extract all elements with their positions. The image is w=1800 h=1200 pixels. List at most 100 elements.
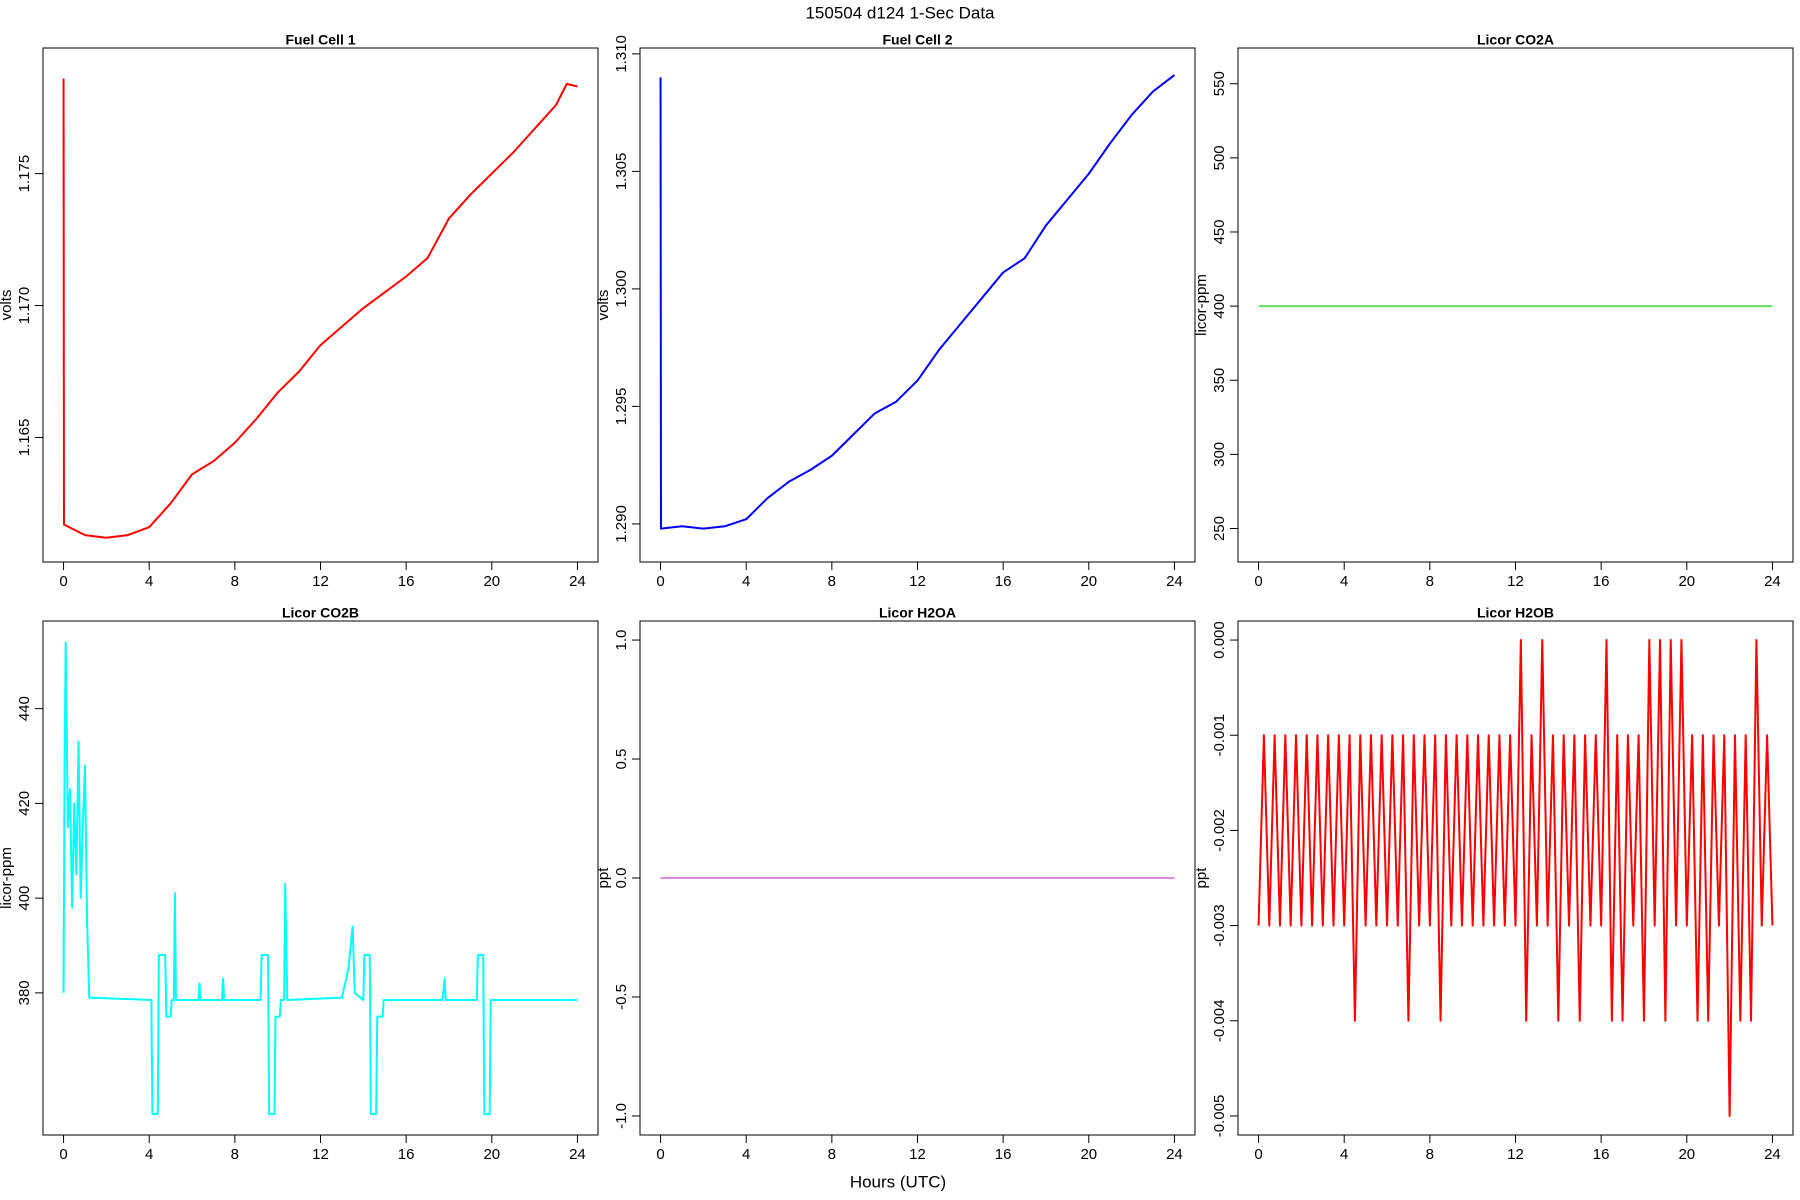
y-tick-label: 500	[1211, 145, 1228, 170]
y-tick-label: 0.000	[1211, 621, 1228, 659]
x-tick-label: 20	[1678, 1146, 1695, 1163]
y-tick-label: 1.310	[613, 35, 630, 73]
x-tick-label: 20	[483, 1146, 500, 1163]
y-tick-label: 420	[16, 791, 33, 816]
panel: Licor CO2A licor-ppm 0 4 8 12 16 20 24 250 300 350 4…	[1193, 32, 1794, 590]
y-axis-label: ppt	[1193, 867, 1210, 889]
x-tick-label: 16	[398, 1146, 415, 1163]
x-tick-label: 16	[995, 573, 1012, 590]
y-axis-label: licor-ppm	[1193, 274, 1210, 336]
data-line	[659, 74, 1176, 530]
x-tick-label: 4	[1340, 1146, 1348, 1163]
x-tick-label: 20	[1678, 573, 1695, 590]
x-tick-label: 0	[59, 573, 67, 590]
x-tick-label: 24	[569, 1146, 586, 1163]
x-tick-label: 8	[231, 573, 239, 590]
y-tick-label: 1.295	[613, 388, 630, 426]
y-tick-label: 550	[1211, 71, 1228, 96]
x-tick-label: 20	[1080, 1146, 1097, 1163]
panel: Licor CO2B licor-ppm 0 4 8 12 16 20 24 380 400 420 4…	[0, 605, 599, 1163]
x-tick-label: 16	[1593, 1146, 1610, 1163]
x-tick-label: 8	[828, 573, 836, 590]
x-tick-label: 8	[1426, 573, 1434, 590]
y-tick-label: 300	[1211, 442, 1228, 467]
panel: Fuel Cell 1 volts 0 4 8 12 16 20 24 1.165 1.170 1.1…	[0, 32, 599, 590]
y-tick-label: -0.004	[1211, 1000, 1228, 1043]
y-tick-label: 1.305	[613, 153, 630, 191]
x-tick-label: 12	[312, 573, 329, 590]
panel-title: Licor H2OA	[879, 605, 956, 621]
y-axis-label: volts	[595, 290, 612, 321]
y-tick-label: 1.175	[16, 155, 33, 193]
data-line	[62, 78, 578, 539]
y-tick-label: 1.0	[613, 630, 630, 651]
x-tick-label: 0	[59, 1146, 67, 1163]
panel-title: Fuel Cell 2	[882, 32, 952, 48]
panel-title: Licor CO2A	[1477, 32, 1554, 48]
x-tick-label: 24	[569, 573, 586, 590]
y-tick-label: -0.5	[613, 984, 630, 1010]
y-tick-label: 1.300	[613, 270, 630, 308]
x-tick-label: 0	[1254, 1146, 1262, 1163]
y-tick-label: -0.002	[1211, 809, 1228, 852]
panel: Licor H2OB ppt 0 4 8 12 16 20 24 -0.005 -0.004 -0.0…	[1193, 605, 1794, 1163]
panel-title: Licor CO2B	[282, 605, 359, 621]
x-tick-label: 0	[656, 573, 664, 590]
x-tick-label: 12	[1507, 573, 1524, 590]
plot-frame	[42, 47, 599, 563]
y-axis-label: ppt	[595, 867, 612, 889]
y-tick-label: 0.5	[613, 749, 630, 770]
x-tick-label: 12	[909, 573, 926, 590]
y-tick-label: 0.0	[613, 868, 630, 889]
y-tick-label: 1.165	[16, 419, 33, 457]
y-tick-label: -1.0	[613, 1103, 630, 1129]
y-tick-label: 1.170	[16, 287, 33, 325]
y-tick-label: 400	[16, 886, 33, 911]
x-tick-label: 24	[1764, 573, 1781, 590]
x-tick-label: 4	[145, 1146, 153, 1163]
x-tick-label: 4	[145, 573, 153, 590]
y-tick-label: -0.001	[1211, 714, 1228, 757]
panel: Fuel Cell 2 volts 0 4 8 12 16 20 24 1.290 1.295 1.3…	[595, 32, 1196, 590]
plot-frame	[1237, 47, 1794, 563]
y-tick-label: -0.003	[1211, 904, 1228, 947]
figure-title: 150504 d124 1-Sec Data	[805, 3, 995, 22]
y-tick-label: 250	[1211, 516, 1228, 541]
x-tick-label: 12	[909, 1146, 926, 1163]
y-tick-label: 350	[1211, 368, 1228, 393]
x-tick-label: 16	[398, 573, 415, 590]
y-axis-label: volts	[0, 290, 15, 321]
x-tick-label: 4	[742, 1146, 750, 1163]
x-tick-label: 8	[1426, 1146, 1434, 1163]
x-tick-label: 4	[742, 573, 750, 590]
x-tick-label: 16	[995, 1146, 1012, 1163]
y-tick-label: 440	[16, 696, 33, 721]
x-tick-label: 20	[1080, 573, 1097, 590]
x-tick-label: 8	[828, 1146, 836, 1163]
panel: Licor H2OA ppt 0 4 8 12 16 20 24 -1.0 -0.5 0.0 0.5 1.…	[595, 605, 1196, 1163]
x-tick-label: 0	[656, 1146, 664, 1163]
x-tick-label: 12	[312, 1146, 329, 1163]
x-tick-label: 4	[1340, 573, 1348, 590]
x-tick-label: 12	[1507, 1146, 1524, 1163]
x-tick-label: 0	[1254, 573, 1262, 590]
y-axis-label: licor-ppm	[0, 847, 15, 909]
y-tick-label: -0.005	[1211, 1095, 1228, 1138]
plot-frame	[639, 47, 1196, 563]
data-line	[1257, 639, 1774, 1117]
x-tick-label: 8	[231, 1146, 239, 1163]
data-line	[62, 641, 578, 1116]
y-tick-label: 450	[1211, 219, 1228, 244]
x-tick-label: 24	[1166, 1146, 1183, 1163]
panel-title: Licor H2OB	[1477, 605, 1554, 621]
y-tick-label: 380	[16, 980, 33, 1005]
panel-title: Fuel Cell 1	[285, 32, 355, 48]
plot-frame	[42, 620, 599, 1136]
x-tick-label: 16	[1593, 573, 1610, 590]
y-tick-label: 1.290	[613, 505, 630, 543]
x-axis-label: Hours (UTC)	[850, 1172, 946, 1191]
x-tick-label: 24	[1166, 573, 1183, 590]
x-tick-label: 24	[1764, 1146, 1781, 1163]
y-tick-label: 400	[1211, 294, 1228, 319]
